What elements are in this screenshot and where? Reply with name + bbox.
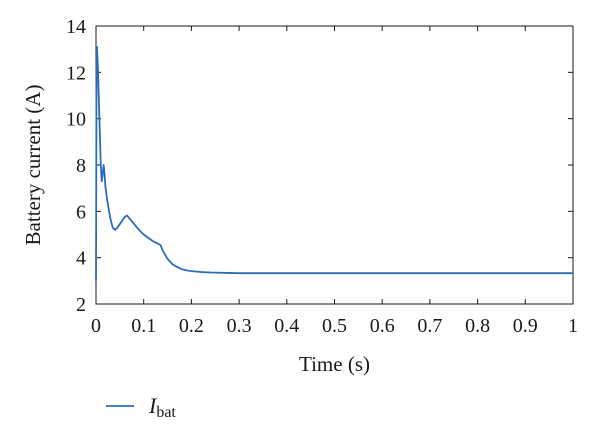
- x-tick-label: 0: [91, 315, 101, 337]
- x-tick-label: 0.7: [417, 315, 442, 337]
- series-line-ibat: [95, 45, 573, 281]
- legend-label-main: I: [148, 393, 158, 418]
- plot-frame: [95, 25, 574, 305]
- axis-ticks: [95, 25, 574, 305]
- y-tick-label: 2: [76, 294, 86, 316]
- x-tick-label: 0.3: [227, 315, 252, 337]
- y-tick-label: 14: [66, 16, 86, 38]
- x-tick-label: 0.4: [274, 315, 299, 337]
- x-tick-label: 1: [568, 315, 578, 337]
- x-axis-title: Time (s): [299, 352, 370, 376]
- x-tick-label: 0.2: [179, 315, 204, 337]
- y-tick-label: 8: [76, 155, 86, 177]
- legend-label-subscript: bat: [156, 404, 176, 421]
- x-tick-labels: 0 0.1 0.2 0.3 0.4 0.5 0.6 0.7 0.8 0.9 1: [91, 315, 578, 337]
- y-tick-labels: 2 4 6 8 10 12 14: [66, 16, 86, 316]
- x-tick-label: 0.9: [513, 315, 538, 337]
- y-tick-label: 6: [76, 201, 86, 223]
- y-axis-title: Battery current (A): [21, 85, 45, 246]
- x-tick-label: 0.1: [131, 315, 156, 337]
- y-tick-label: 10: [66, 109, 86, 131]
- x-tick-label: 0.5: [322, 315, 347, 337]
- legend: Ibat: [106, 393, 176, 421]
- y-tick-label: 4: [76, 248, 86, 270]
- x-tick-label: 0.8: [465, 315, 490, 337]
- legend-label: Ibat: [148, 393, 176, 421]
- x-tick-label: 0.6: [370, 315, 395, 337]
- y-tick-label: 12: [66, 62, 86, 84]
